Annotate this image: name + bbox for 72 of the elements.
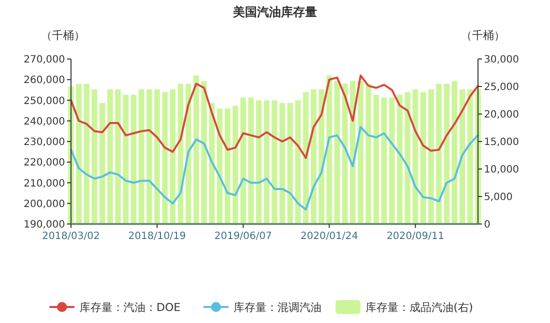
chart-title: 美国汽油库存量 [232, 5, 317, 19]
y-tick-label: 230,000 [24, 137, 65, 148]
bar [264, 100, 270, 224]
y-tick-label: 260,000 [24, 75, 65, 86]
legend-label: 库存量：混调汽油 [234, 301, 322, 314]
y2-tick-label: 10,000 [484, 164, 519, 176]
y-axis-title: （千桶） [41, 29, 85, 42]
bar [201, 81, 207, 224]
bar [280, 103, 286, 224]
y-tick-label: 210,000 [24, 178, 65, 190]
bar [193, 76, 200, 224]
bar [318, 89, 324, 224]
legend-label: 库存量：成品汽油(右) [366, 301, 474, 314]
y2-tick-label: 30,000 [484, 54, 519, 66]
bar [107, 89, 113, 224]
bar [444, 84, 450, 224]
legend-label: 库存量：汽油：DOE [80, 301, 181, 314]
bar [92, 89, 98, 224]
bar [436, 84, 442, 224]
y-tick-label: 190,000 [24, 220, 65, 230]
x-tick-label: 2018/10/19 [128, 231, 186, 242]
y2-tick-label: 0 [484, 220, 490, 230]
y2-axis-title: （千桶） [461, 29, 505, 42]
bar [162, 92, 168, 224]
bar [224, 108, 230, 224]
bar [452, 81, 458, 224]
bar [428, 89, 434, 224]
bar [248, 98, 254, 224]
bar [412, 89, 418, 224]
bar [272, 100, 278, 224]
x-tick-label: 2019/06/07 [214, 231, 272, 242]
y2-tick-label: 25,000 [484, 82, 519, 93]
bar [460, 89, 466, 224]
bar [76, 84, 82, 224]
bar [287, 103, 293, 224]
bar [467, 89, 473, 224]
bar [84, 84, 90, 224]
bar [170, 89, 176, 224]
y2-tick-label: 5,000 [484, 192, 513, 203]
bar [404, 92, 410, 224]
x-tick-label: 2020/01/24 [300, 231, 358, 242]
bar [130, 94, 136, 224]
bar [256, 100, 262, 224]
bar [154, 89, 160, 224]
bar [396, 94, 403, 224]
y-tick-label: 200,000 [24, 198, 65, 210]
y2-tick-label: 15,000 [484, 137, 519, 148]
bar [342, 84, 348, 224]
bar [358, 81, 364, 224]
bar [366, 84, 372, 224]
bar [122, 94, 129, 224]
bar [420, 92, 426, 224]
x-tick-label: 2020/09/11 [386, 231, 444, 242]
y-tick-label: 270,000 [24, 54, 65, 66]
line-series [70, 126, 479, 211]
bar [146, 89, 152, 224]
bar [389, 98, 395, 224]
bar [334, 81, 340, 224]
bar [373, 94, 380, 224]
y-tick-label: 220,000 [24, 158, 65, 169]
bar [138, 89, 144, 224]
bar [240, 98, 246, 224]
line-series [70, 74, 479, 159]
bar [295, 100, 301, 224]
bar [99, 103, 106, 224]
bar [115, 89, 121, 224]
y-tick-label: 240,000 [24, 116, 65, 128]
bar [381, 98, 387, 224]
y2-tick-label: 20,000 [484, 110, 519, 120]
x-tick-label: 2018/03/02 [42, 231, 100, 242]
bar [232, 106, 238, 224]
y-tick-label: 250,000 [24, 96, 65, 107]
